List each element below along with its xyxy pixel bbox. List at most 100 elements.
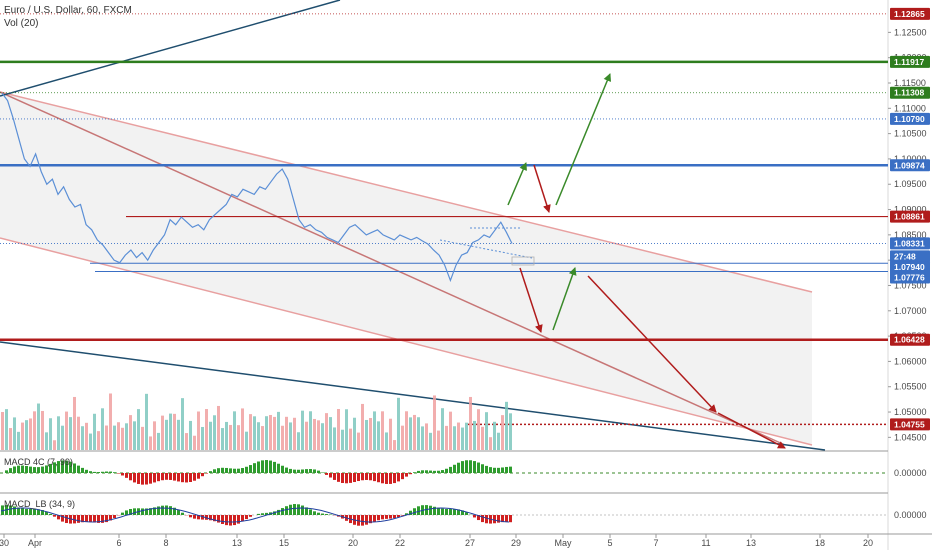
price-badge-label: 1.12865 [894, 9, 925, 19]
macd2-bar [385, 515, 388, 519]
macd2-bar [377, 515, 380, 521]
macd1-bar [301, 469, 304, 473]
macd1-bar [473, 461, 476, 473]
price-badge [890, 159, 930, 172]
macd2-bar [233, 515, 236, 526]
macd1-bar [105, 471, 108, 473]
volume-bar [317, 420, 320, 450]
volume-bar [189, 420, 192, 450]
price-badge [890, 333, 930, 346]
macd2-bar [141, 508, 144, 515]
volume-bar [121, 427, 124, 450]
price-badge-label: 1.08331 [894, 238, 925, 248]
macd1-bar [41, 466, 44, 473]
volume-bar [285, 416, 288, 450]
price-badge [890, 210, 930, 223]
volume-bar [197, 411, 200, 450]
volume-bar [77, 416, 80, 450]
volume-bar [81, 426, 84, 450]
macd1-bar [461, 461, 464, 473]
macd1-bar [233, 468, 236, 473]
volume-bar [221, 428, 224, 450]
macd1-bar [85, 469, 88, 473]
macd1-bar [397, 473, 400, 482]
macd2-bar [433, 506, 436, 515]
macd1-bar [337, 473, 340, 482]
volume-bar [277, 411, 280, 450]
macd1-bar [57, 461, 60, 473]
macd2-bar [505, 515, 508, 522]
x-tick-label: 15 [279, 538, 289, 548]
macd1-bar [65, 460, 68, 473]
volume-bar [117, 422, 120, 450]
y-tick-label: 1.12500 [894, 27, 927, 37]
macd2-bar [409, 510, 412, 515]
macd1-bar [245, 466, 248, 473]
volume-bar [185, 433, 188, 450]
volume-bar [505, 401, 508, 450]
macd2-bar [509, 515, 512, 523]
volume-bar [481, 426, 484, 450]
macd2-bar [149, 508, 152, 515]
volume-bar [305, 421, 308, 450]
macd1-bar [453, 464, 456, 473]
volume-bar [341, 429, 344, 450]
volume-bar [425, 423, 428, 450]
volume-bar [465, 422, 468, 450]
volume-bar [93, 413, 96, 450]
macd1-bar [153, 473, 156, 483]
macd2-bar [273, 511, 276, 515]
macd1-bar [497, 467, 500, 473]
macd1-bar [297, 469, 300, 473]
y-tick-label: 1.05500 [894, 382, 927, 392]
macd2-bar [93, 515, 96, 523]
macd1-bar [313, 469, 316, 473]
volume-bar [373, 411, 376, 450]
macd2-bar [109, 515, 112, 521]
x-tick-label: Apr [28, 538, 42, 548]
volume-bar [157, 432, 160, 450]
volume-bar [45, 432, 48, 450]
macd1-bar [469, 460, 472, 473]
macd2-bar [189, 515, 192, 518]
macd2-bar [221, 515, 224, 524]
macd2-bar [121, 512, 124, 515]
macd2-bar [457, 509, 460, 515]
macd1-bar [13, 466, 16, 473]
volume-bar [413, 414, 416, 450]
volume-bar [133, 421, 136, 450]
macd1-bar [465, 460, 468, 473]
volume-bar [145, 393, 148, 450]
volume-bar [53, 440, 56, 450]
macd2-signal-line [0, 507, 510, 523]
macd2-bar [265, 512, 268, 515]
macd1-bar [73, 463, 76, 473]
volume-bar [469, 396, 472, 450]
macd2-bar [129, 508, 132, 515]
macd1-bar [185, 473, 188, 483]
volume-bar [105, 425, 108, 450]
macd2-bar [329, 514, 332, 515]
x-tick-label: 30 [0, 538, 9, 548]
volume-bar [21, 422, 24, 450]
volume-bar [329, 417, 332, 450]
volume-bar [69, 417, 72, 450]
macd2-bar [45, 511, 48, 515]
volume-bar [109, 393, 112, 450]
volume-bar [453, 426, 456, 450]
macd1-bar [393, 473, 396, 484]
y-tick-label: 1.05000 [894, 407, 927, 417]
macd1-bar [61, 460, 64, 473]
arrow-up-2 [555, 73, 612, 206]
x-tick-label: 29 [511, 538, 521, 548]
price-badge [890, 112, 930, 125]
price-badge-label: 1.11917 [894, 57, 925, 67]
macd1-bar [29, 466, 32, 473]
macd1-bar [285, 467, 288, 473]
volume-bar [173, 413, 176, 450]
macd1-bar [361, 473, 364, 481]
volume-bar [13, 417, 16, 450]
price-badge-label: 27:48 [894, 251, 916, 261]
macd1-bar [353, 473, 356, 483]
volume-bar [253, 416, 256, 450]
